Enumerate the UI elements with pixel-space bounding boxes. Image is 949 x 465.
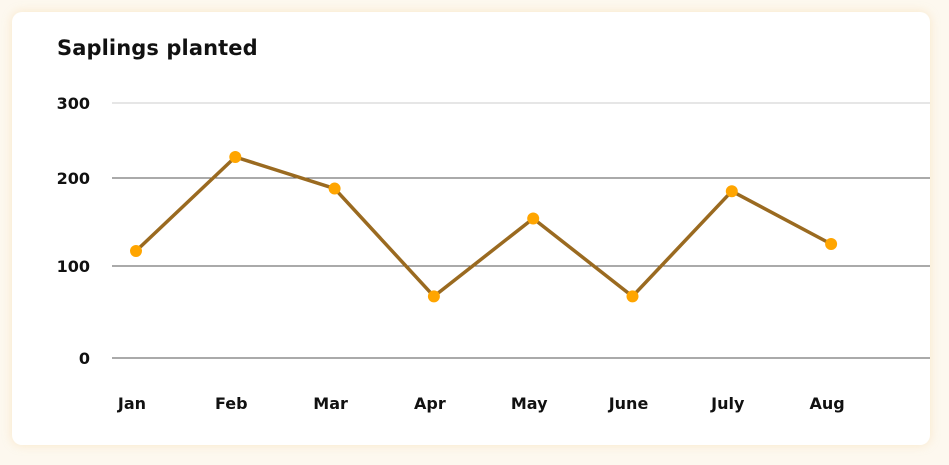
data-point-apr: [427, 290, 440, 303]
data-point-july: [725, 185, 738, 198]
data-point-aug: [825, 238, 838, 250]
data-point-feb: [229, 151, 242, 163]
series-line: [134, 155, 833, 299]
y-axis-tick-labels: 0 100 200 300: [57, 94, 90, 368]
x-axis-tick-labels: Jan Feb Mar Apr May June July Aug: [117, 394, 845, 413]
data-point-june: [626, 290, 639, 303]
y-tick-label: 0: [79, 349, 90, 368]
data-point-mar: [328, 182, 341, 195]
x-tick-label: May: [511, 394, 548, 413]
x-tick-label: July: [710, 394, 745, 413]
x-tick-label: Mar: [313, 394, 348, 413]
chart-title: Saplings planted: [57, 36, 258, 60]
x-tick-label: Feb: [215, 394, 248, 413]
chart-card: Saplings planted 0 100 200 300 Jan Feb Mar Apr…: [12, 12, 930, 445]
y-tick-label: 100: [57, 257, 90, 276]
x-tick-label: Jan: [117, 394, 146, 413]
y-tick-label: 300: [57, 94, 90, 113]
data-point-jan: [130, 245, 142, 258]
series-saplings: [130, 151, 838, 303]
gridlines: [112, 102, 930, 359]
data-point-may: [527, 212, 540, 225]
x-tick-label: Apr: [414, 394, 446, 413]
x-tick-label: June: [608, 394, 649, 413]
y-tick-label: 200: [57, 169, 90, 188]
x-tick-label: Aug: [809, 394, 844, 413]
line-chart: 0 100 200 300 Jan Feb Mar Apr May June July Aug: [57, 94, 930, 413]
